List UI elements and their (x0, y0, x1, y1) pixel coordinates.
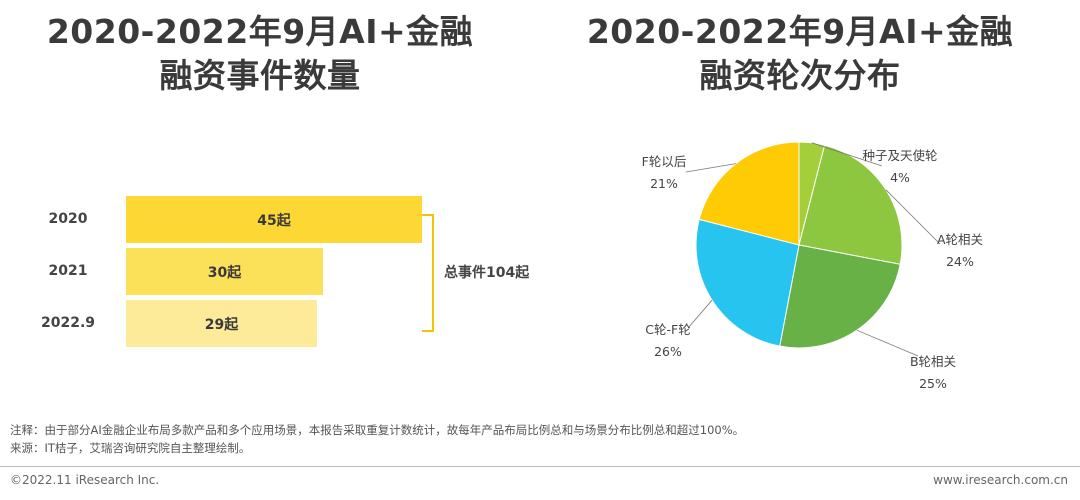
pie-slice-percent: 4% (890, 170, 910, 185)
pie-leader-line (685, 163, 736, 173)
bar-value-label: 45起 (257, 212, 291, 229)
pie-slice-percent: 21% (650, 176, 678, 191)
bar-category-label: 2020 (48, 211, 88, 227)
total-events-label: 总事件104起 (444, 265, 530, 281)
bar-chart-title-line2: 融资事件数量 (159, 56, 361, 95)
pie-chart: 种子及天使轮 4% A轮相关 24% B轮相关 25% C轮-F轮 26% F轮以后 21% (642, 141, 983, 391)
source-text: 来源：IT桔子，艾瑞咨询研究院自主整理绘制。 (10, 441, 251, 455)
note-text: 注释：由于部分AI金融企业布局多款产品和多个应用场景，本报告采取重复计数统计，故… (10, 423, 745, 437)
bar-chart-title-line1: 2020-2022年9月AI+金融 (46, 12, 474, 51)
pie-chart-title: 2020-2022年9月AI+金融 融资轮次分布 (540, 10, 1060, 98)
bar: 29起 (126, 300, 317, 347)
website-text: www.iresearch.com.cn (933, 473, 1068, 487)
pie-slice-percent: 26% (654, 344, 682, 359)
pie-slice-percent: 25% (919, 376, 947, 391)
pie-slice (798, 144, 903, 265)
total-bracket (422, 214, 434, 332)
pie-slice-percent: 24% (946, 254, 974, 269)
pie-slice (779, 244, 901, 349)
bar-category-label: 2022.9 (40, 315, 96, 331)
bar: 30起 (126, 248, 323, 295)
pie-chart-title-line1: 2020-2022年9月AI+金融 (586, 12, 1014, 51)
pie-slice-name: C轮-F轮 (645, 322, 690, 337)
pie-leader-line (856, 329, 919, 357)
footer-divider (0, 466, 1080, 467)
pie-slice (698, 141, 800, 246)
bar-value-label: 30起 (207, 264, 242, 281)
pie-slice-name: 种子及天使轮 (862, 148, 937, 163)
pie-slice-name: B轮相关 (910, 354, 956, 369)
bar-value-label: 29起 (204, 316, 239, 333)
pie-leader-line (687, 299, 713, 329)
pie-slice-name: F轮以后 (642, 154, 687, 169)
pie-chart-title-line2: 融资轮次分布 (699, 56, 901, 95)
bar: 45起 (126, 196, 422, 243)
copyright-text: ©2022.11 iResearch Inc. (10, 473, 160, 487)
bar-chart-title: 2020-2022年9月AI+金融 融资事件数量 (0, 10, 520, 98)
pie-leader-line (811, 142, 883, 167)
bar-category-label: 2021 (48, 263, 88, 279)
pie-slice-name: A轮相关 (937, 232, 983, 247)
pie-leader-line (885, 189, 941, 245)
